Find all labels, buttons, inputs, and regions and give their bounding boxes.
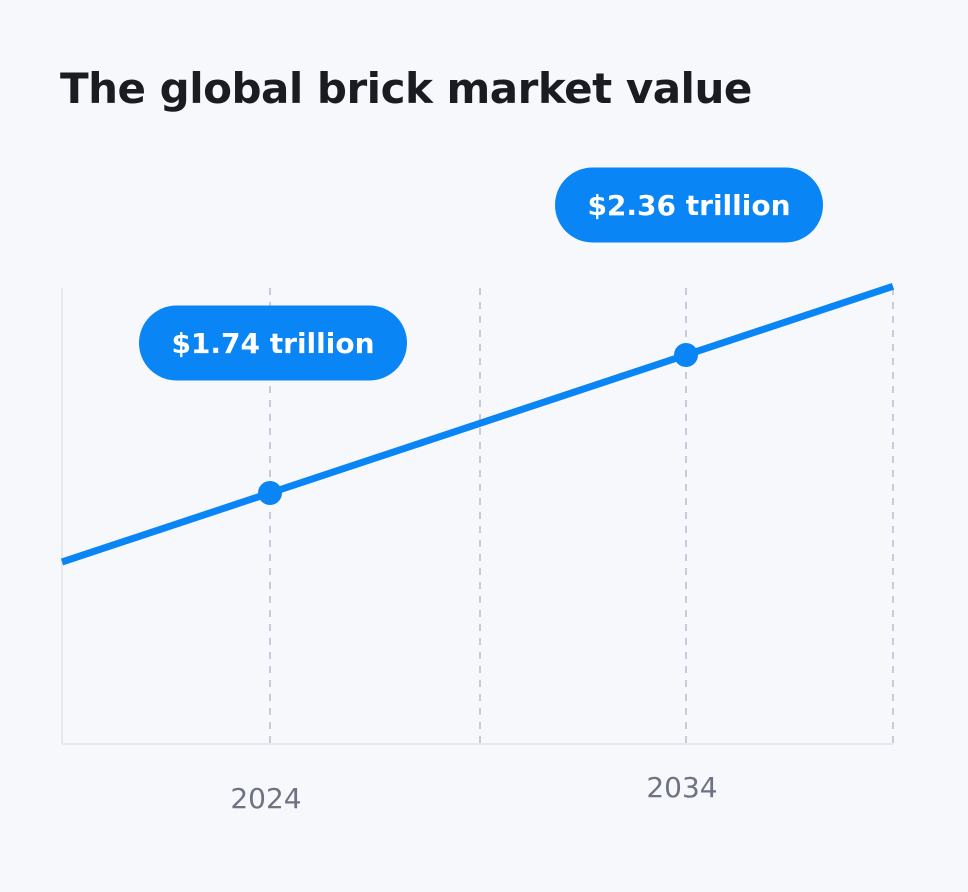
x-tick-label-2024: 2024	[230, 782, 301, 815]
callout-value-label: $2.36 trillion	[587, 189, 790, 222]
series-line	[60, 283, 895, 566]
callout-pill	[139, 305, 407, 381]
callout-2034: $2.36 trillion	[555, 167, 823, 243]
data-points	[258, 343, 698, 505]
callout-2024: $1.74 trillion	[139, 305, 407, 381]
x-tick-label-2034: 2034	[646, 771, 717, 804]
callout-value-label: $1.74 trillion	[171, 327, 374, 360]
chart-title: The global brick market value	[60, 64, 752, 113]
callout-pill	[555, 167, 823, 243]
data-point-2024	[258, 481, 282, 505]
x-tick-labels: 2024 2034	[230, 771, 717, 815]
data-callouts: $1.74 trillion $2.36 trillion	[139, 167, 823, 381]
data-point-2034	[674, 343, 698, 367]
